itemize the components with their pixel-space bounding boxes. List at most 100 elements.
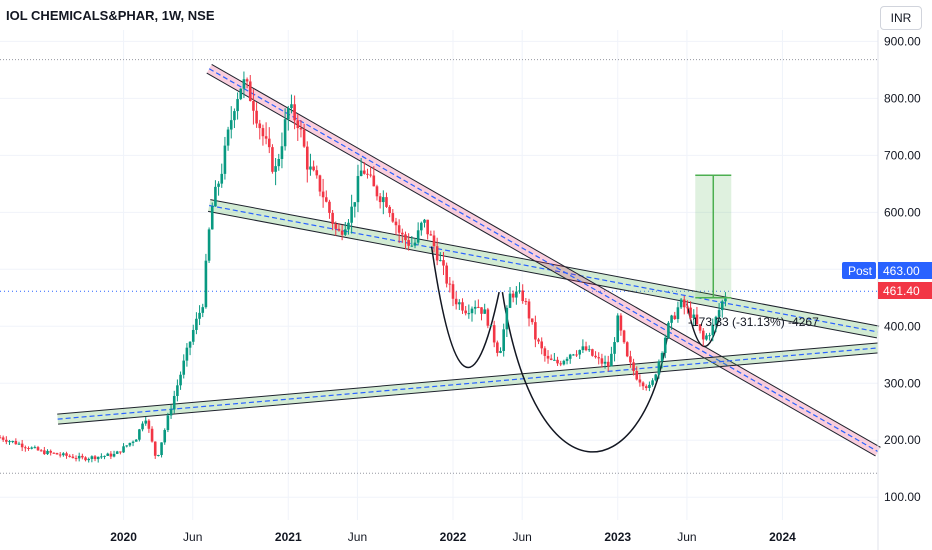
candle-body [252,101,255,111]
small-cup-arc[interactable] [430,246,500,369]
candle-body [27,447,30,449]
candle-body [385,197,388,207]
candle-body [553,359,556,361]
big-cup-arc[interactable] [501,291,668,453]
candle-body [204,260,208,308]
candle-body [198,312,201,319]
candle-body [603,361,607,364]
candle-body [676,307,680,319]
candle-body [597,357,601,359]
post-badge-value-bg [878,262,932,279]
rising-base-channel-midline [57,347,879,420]
candle-body [131,441,135,443]
candle-body [714,316,718,325]
candle-body [578,350,582,355]
candle-body [223,145,227,174]
upper-support-channel-edge[interactable] [210,199,880,327]
candle-body [591,349,594,356]
candle-body [667,322,670,338]
descending-resistance-channel-edge[interactable] [211,63,881,448]
price-tick-label: 300.00 [884,376,921,390]
candle-body [477,306,480,308]
candle-body [451,284,455,299]
time-tick-label: 2021 [275,530,302,544]
candle-body [397,225,401,233]
candle-body [220,173,224,184]
candle-body [556,359,559,364]
measure-annotation: -173.33 (-31.13%) -4267 [688,315,819,329]
price-badges: Post 463.00 461.40 [842,262,932,299]
candle-body [648,384,651,389]
candle-body [17,443,21,445]
candle-body [100,456,103,458]
candle-body [283,119,287,147]
candle-body [62,453,65,456]
candle-body [280,146,284,159]
candle-body [182,360,186,375]
candle-body [119,451,122,453]
candle-body [534,322,537,340]
measure-tool[interactable] [695,174,732,299]
candle-body [321,191,325,198]
rising-base-channel-edge[interactable] [57,342,878,415]
candle-body [695,314,699,325]
candle-body [461,302,464,311]
candle-body [610,353,613,367]
candle-body [8,441,11,443]
candle-body [679,299,683,308]
candle-body [74,458,78,460]
candle-body [258,123,262,129]
candle-body [109,453,113,457]
candle-body [350,206,353,223]
candle-body [106,453,110,456]
candle-body [153,441,157,456]
candle-body [188,341,192,348]
candle-body [290,104,293,109]
candle-body [701,330,705,340]
candle-body [195,318,198,330]
candle-body [58,454,62,456]
candle-body [682,299,686,308]
descending-resistance-channel-edge[interactable] [206,72,876,457]
candle-body [686,307,689,309]
candle-body [496,342,499,353]
candle-body [391,213,395,222]
candle-body [340,230,344,235]
candle-body [502,329,505,351]
candle-body [388,206,391,214]
candle-body [692,314,696,318]
candle-body [705,335,708,340]
time-axis[interactable]: 2020 Jun 2021 Jun 2022 Jun 2023 Jun 2024 [110,530,796,544]
currency-button[interactable]: INR [880,6,922,30]
candle-body [55,453,59,455]
candle-body [442,260,445,266]
candle-body [562,360,566,365]
candle-body [14,440,18,445]
upper-support-channel-edge[interactable] [207,210,877,339]
candle-body [39,450,43,452]
candle-body [619,315,623,331]
candle-body [537,339,540,342]
candle-body [594,355,597,358]
candle-body [271,147,274,172]
candle-body [572,354,575,356]
candle-body [81,455,84,458]
candle-body [448,283,452,285]
rising-base-channel-edge[interactable] [58,352,879,425]
trendline-drawings[interactable] [57,63,881,457]
price-tick-label: 800.00 [884,91,921,105]
candle-body [565,358,569,361]
candle-body [378,196,382,203]
last-price-badge: 461.40 [883,284,920,298]
candle-body [315,170,319,176]
candle-body [20,443,24,448]
candle-body [480,307,483,314]
candle-body [217,183,220,187]
candle-body [559,363,563,365]
candle-body [343,229,347,235]
candle-body [429,234,433,236]
candle-body [245,79,249,82]
candle-body [185,347,189,361]
candle-body [366,173,369,175]
